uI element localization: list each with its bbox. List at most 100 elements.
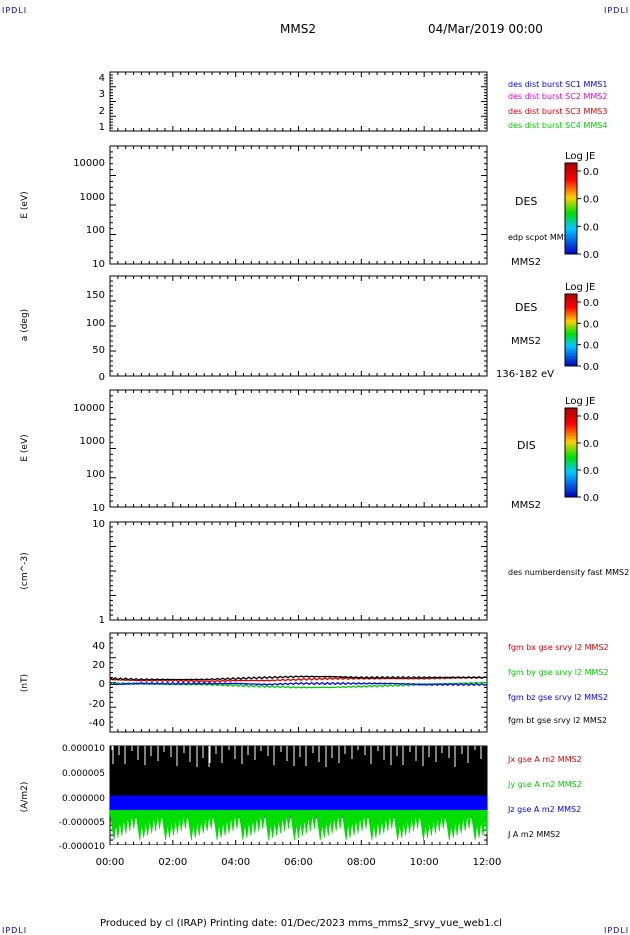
panel-frame [109, 275, 488, 377]
panel-frame [109, 521, 488, 621]
y-tick-label: 40 [92, 641, 105, 652]
y-axis-label: (nT) [20, 674, 30, 692]
colorbar [564, 293, 578, 367]
panel-right-label: MMS2 [511, 336, 541, 347]
y-tick-label: 10000 [73, 403, 105, 414]
panel-right-label: 136-182 eV [496, 369, 554, 380]
colorbar-tick-label: 0.0 [583, 250, 599, 261]
y-tick-label: 10000 [73, 158, 105, 169]
y-tick-label: -20 [89, 699, 105, 710]
panel-frame [109, 71, 488, 132]
panel-right-label: DES [515, 301, 537, 314]
series-line-bz [109, 681, 488, 687]
y-tick-label: 0.000000 [62, 794, 105, 804]
y-tick-label: 100 [86, 469, 105, 480]
footer-credits: Produced by cl (IRAP) Printing date: 01/… [100, 918, 502, 929]
colorbar-tick-label: 0.0 [583, 167, 599, 178]
y-tick-label: -40 [89, 718, 105, 729]
legend-entry: Jz gse A m2 MMS2 [507, 805, 581, 814]
panel-frame [109, 389, 488, 508]
x-tick-label: 00:00 [96, 857, 125, 868]
colorbar-tick-label: 0.0 [583, 466, 599, 477]
legend-entry: des dist burst SC3 MMS3 [508, 107, 607, 116]
colorbar-tick-label: 0.0 [583, 319, 599, 330]
panel-right-label: edp scpot MMS2 [508, 233, 574, 242]
colorbar-tick-label: 0.0 [583, 298, 599, 309]
colorbar [564, 407, 578, 498]
panel-frame [109, 632, 488, 733]
legend-entry: des dist burst SC4 MMS4 [508, 121, 607, 130]
colorbar-title: Log JE [565, 151, 595, 162]
y-axis-label: (cm^-3) [20, 552, 30, 589]
colorbar-tick-label: 0.0 [583, 362, 599, 373]
y-tick-label: -0.000005 [59, 818, 105, 828]
y-tick-label: 3 [99, 89, 105, 100]
x-tick-label: 12:00 [473, 857, 502, 868]
x-tick-label: 08:00 [347, 857, 376, 868]
panel-right-label: MMS2 [511, 257, 541, 268]
legend-entry: J A m2 MMS2 [507, 830, 560, 839]
legend-entry: fgm by gse srvy l2 MMS2 [508, 668, 609, 677]
x-tick-label: 06:00 [284, 857, 313, 868]
series-line-bt [109, 675, 488, 681]
y-tick-label: 1000 [80, 436, 105, 447]
colorbar-tick-label: 0.0 [583, 195, 599, 206]
y-tick-label: 10 [92, 519, 105, 530]
spacecraft-title: MMS2 [280, 22, 316, 36]
series-line-by [109, 681, 488, 689]
y-tick-label: 50 [92, 345, 105, 356]
legend-entry: Jx gse A m2 MMS2 [507, 755, 582, 764]
y-tick-label: 10 [92, 259, 105, 270]
colorbar-title: Log JE [565, 282, 595, 293]
x-tick-label: 10:00 [410, 857, 439, 868]
y-axis-label: E (eV) [20, 191, 30, 218]
y-tick-label: 1 [99, 615, 105, 626]
legend-entry: fgm bt gse srvy l2 MMS2 [508, 716, 607, 725]
y-tick-label: 4 [99, 73, 105, 84]
colorbar-tick-label: 0.0 [583, 412, 599, 423]
baseline [110, 845, 487, 846]
panel-right-label: DES [515, 195, 537, 208]
y-tick-label: 0.000010 [62, 744, 105, 754]
colorbar-tick-label: 0.0 [583, 341, 599, 352]
y-tick-label: 1 [99, 122, 105, 133]
y-axis-label: (A/m2) [20, 782, 30, 813]
y-tick-label: 100 [86, 225, 105, 236]
series-line-bx [109, 675, 488, 684]
y-tick-label: 0.000005 [62, 769, 105, 779]
y-axis-label: E (eV) [20, 434, 30, 461]
y-tick-label: 0 [99, 372, 105, 383]
y-axis-label: a (deg) [20, 309, 30, 341]
legend-entry: des dist burst SC1 MMS1 [508, 80, 607, 89]
current-y-fill [109, 810, 488, 841]
y-tick-label: 2 [99, 106, 105, 117]
colorbar-tick-label: 0.0 [583, 222, 599, 233]
panel-right-label: DIS [517, 439, 536, 452]
panel-right-label: MMS2 [511, 500, 541, 511]
legend-entry: des dist burst SC2 MMS2 [508, 92, 607, 101]
legend-entry: fgm bx gse srvy l2 MMS2 [508, 643, 609, 652]
y-tick-label: 10 [92, 503, 105, 514]
colorbar-tick-label: 0.0 [583, 439, 599, 450]
corner-label-bottom-left: IPDLI [2, 926, 28, 935]
y-tick-label: 0 [99, 679, 105, 690]
corner-label-top-right: IPDLI [604, 6, 630, 15]
x-tick-label: 02:00 [158, 857, 187, 868]
colorbar-tick-label: 0.0 [583, 493, 599, 504]
y-tick-label: 1000 [80, 192, 105, 203]
legend-entry: Jy gse A m2 MMS2 [507, 780, 582, 789]
colorbar [564, 162, 578, 255]
corner-label-top-left: IPDLI [2, 6, 28, 15]
y-tick-label: 100 [86, 318, 105, 329]
plot-datetime: 04/Mar/2019 00:00 [428, 22, 543, 36]
panel-right-label: des numberdensity fast MMS2 [508, 568, 629, 577]
current-magnitude-fill [110, 746, 487, 796]
legend-entry: fgm bz gse srvy l2 MMS2 [508, 693, 608, 702]
stacked-time-series-chart: 4 3 2 1 des dist burst SC1 MMS1 des dist burs… [20, 71, 629, 868]
y-tick-label: -0.000010 [59, 842, 105, 852]
y-tick-label: 150 [86, 290, 105, 301]
panel-frame [109, 145, 488, 265]
x-tick-label: 04:00 [221, 857, 250, 868]
y-tick-label: 20 [92, 660, 105, 671]
corner-label-bottom-right: IPDLI [604, 926, 630, 935]
